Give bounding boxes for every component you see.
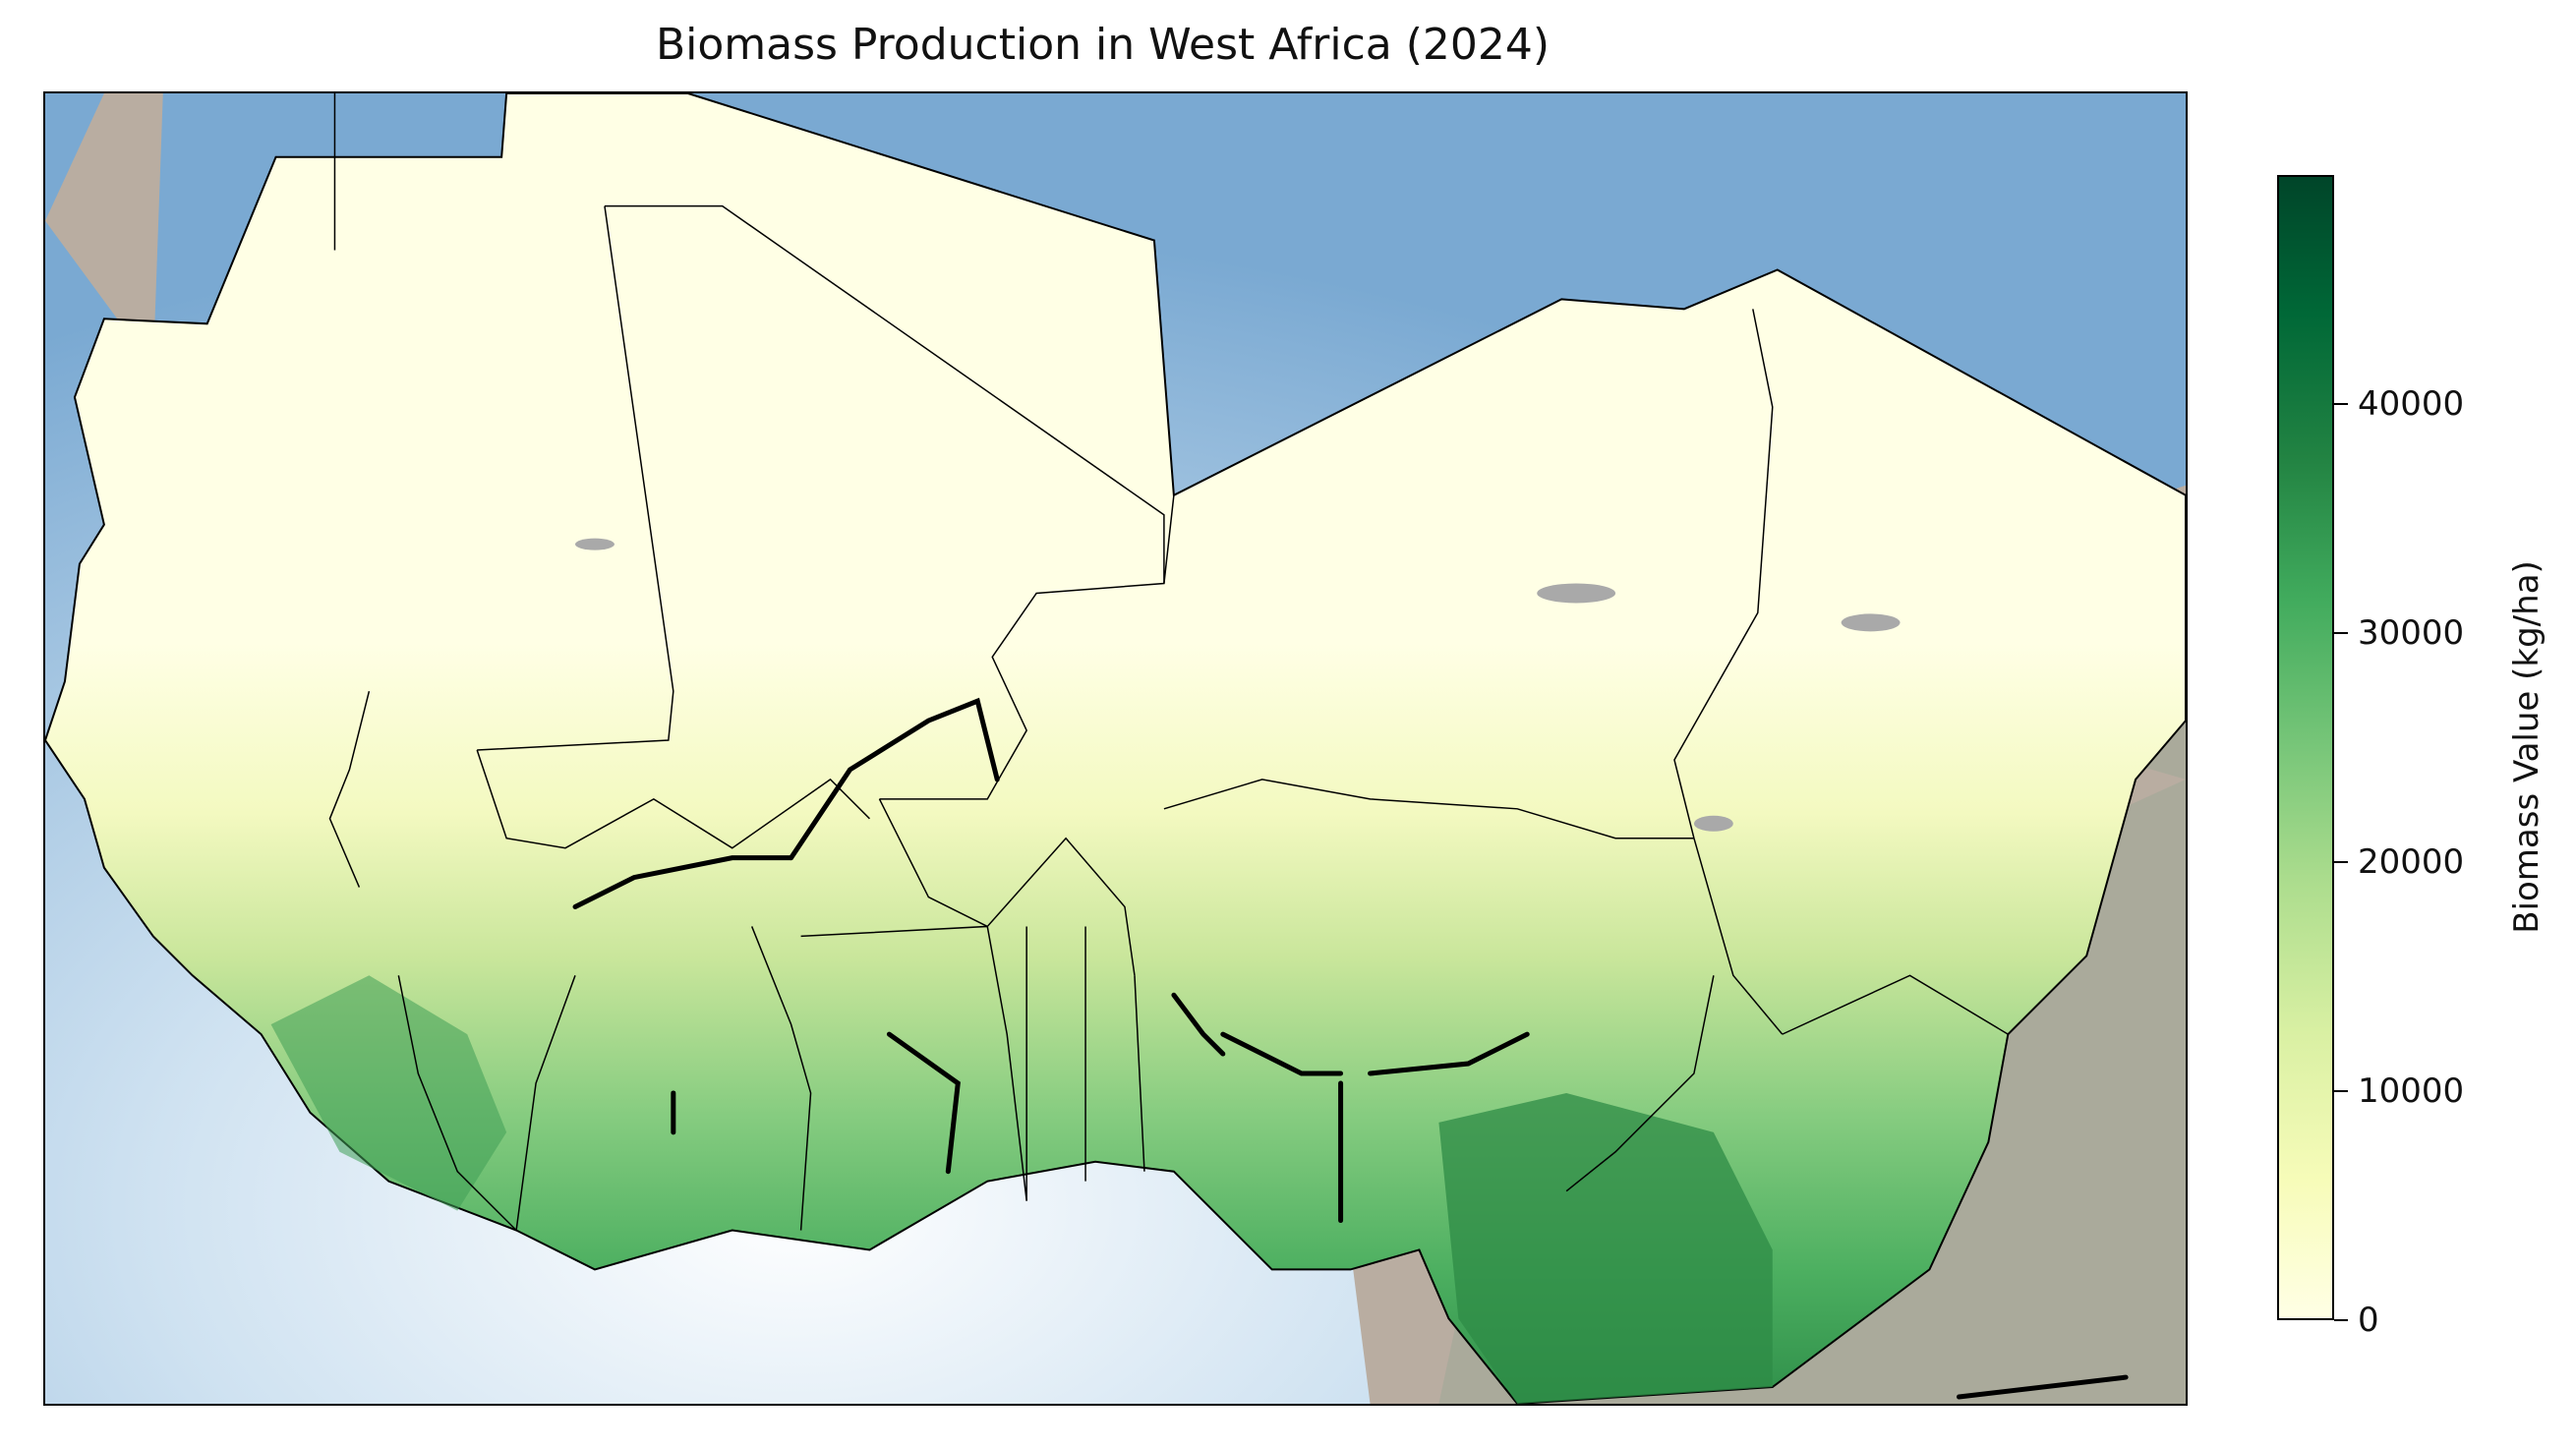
forest-highlight (1438, 1092, 1773, 1404)
colorbar-tick (2334, 632, 2348, 634)
rivers (572, 697, 2129, 1400)
colorbar-tick-label: 40000 (2358, 384, 2465, 424)
forest-highlight-west (270, 975, 507, 1211)
colorbar-label: Biomass Value (kg/ha) (2507, 560, 2547, 934)
colorbar-tick (2334, 1090, 2348, 1092)
colorbar (2277, 175, 2334, 1320)
colorbar-tick (2334, 1319, 2348, 1321)
colorbar-tick-label: 20000 (2358, 842, 2465, 882)
west-africa-biomass (45, 93, 2186, 1404)
map-canvas (45, 93, 2186, 1404)
colorbar-tick-label: 10000 (2358, 1071, 2465, 1111)
colorbar-tick (2334, 403, 2348, 405)
map-frame[interactable] (43, 91, 2188, 1406)
colorbar-tick-label: 0 (2358, 1301, 2379, 1340)
map-title: Biomass Production in West Africa (2024) (655, 20, 1551, 70)
colorbar-tick-label: 30000 (2358, 613, 2465, 653)
no-data-patches (575, 538, 1901, 832)
country-borders (328, 93, 2009, 1232)
colorbar-tick (2334, 861, 2348, 863)
